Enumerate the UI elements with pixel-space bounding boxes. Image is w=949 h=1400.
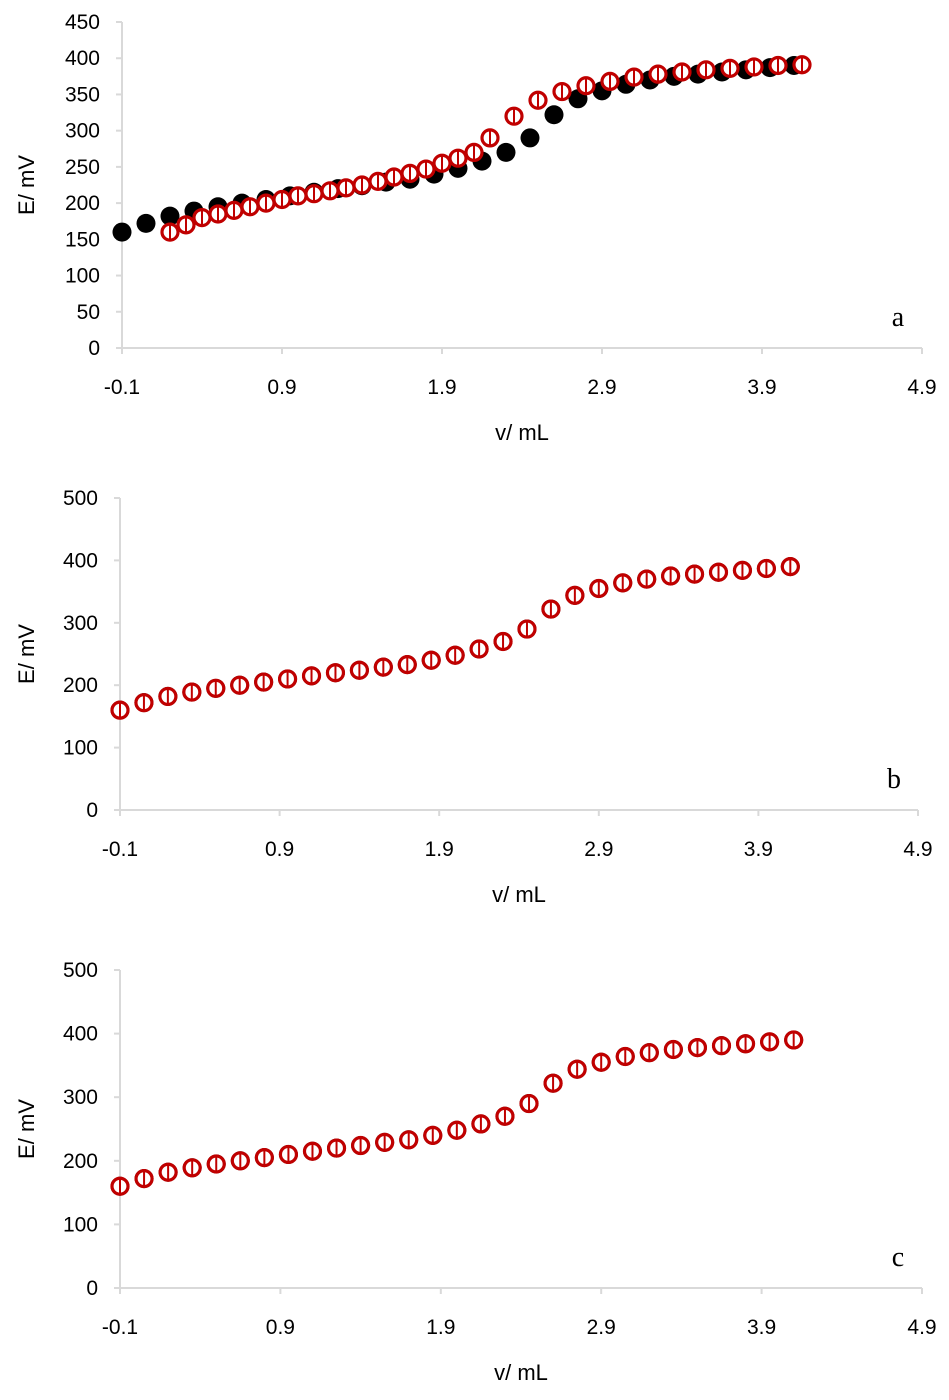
chart-panel-c: 0 100 200 300 400 500 -0.1 0.9 1.9 2.9 3.9 4.9 v/ mL… bbox=[14, 959, 937, 1385]
data-point bbox=[136, 213, 156, 233]
y-tick-label: 250 bbox=[65, 156, 100, 179]
panel-label: c bbox=[892, 1242, 904, 1273]
series-red-open bbox=[110, 557, 800, 720]
x-tick-label: 3.9 bbox=[744, 838, 773, 861]
y-tick-label: 150 bbox=[65, 228, 100, 251]
y-tick-label: 400 bbox=[65, 47, 100, 70]
x-tick-label: 4.9 bbox=[903, 838, 932, 861]
y-tick-label: 400 bbox=[63, 1023, 98, 1046]
series-red-open bbox=[160, 55, 812, 242]
y-tick-label: 300 bbox=[65, 120, 100, 143]
y-axis-title: E/ mV bbox=[14, 1099, 39, 1159]
y-tick-label: 500 bbox=[63, 487, 98, 510]
panel-label: b bbox=[887, 764, 901, 795]
x-tick-label: 2.9 bbox=[587, 376, 616, 399]
x-tick-label: 2.9 bbox=[587, 1316, 616, 1339]
x-tick-label: 1.9 bbox=[427, 376, 456, 399]
x-tick-label: 3.9 bbox=[747, 1316, 776, 1339]
series-red-open bbox=[110, 1030, 804, 1196]
y-tick-label: 300 bbox=[63, 612, 98, 635]
x-tick-label: 1.9 bbox=[426, 1316, 455, 1339]
y-tick-label: 0 bbox=[86, 799, 98, 822]
y-axis-title: E/ mV bbox=[14, 624, 39, 684]
x-tick-label: -0.1 bbox=[104, 376, 140, 399]
data-point bbox=[544, 105, 564, 125]
y-tick-label: 100 bbox=[65, 265, 100, 288]
x-axis-title: v/ mL bbox=[492, 882, 546, 907]
panel-label: a bbox=[892, 302, 905, 333]
x-tick-label: -0.1 bbox=[102, 1316, 138, 1339]
y-tick-label: 200 bbox=[65, 192, 100, 215]
x-tick-label: 3.9 bbox=[747, 376, 776, 399]
x-tick-label: 2.9 bbox=[584, 838, 613, 861]
data-point bbox=[520, 128, 540, 148]
chart-panel-a: 0 50 100 150 200 250 300 350 400 450 -0.1 0.9 1.9 2.9… bbox=[14, 11, 937, 445]
x-tick-label: 4.9 bbox=[907, 1316, 936, 1339]
x-tick-label: 4.9 bbox=[907, 376, 936, 399]
x-tick-label: 0.9 bbox=[267, 376, 296, 399]
x-tick-label: 1.9 bbox=[425, 838, 454, 861]
y-tick-label: 200 bbox=[63, 1150, 98, 1173]
x-tick-label: -0.1 bbox=[102, 838, 138, 861]
y-tick-label: 300 bbox=[63, 1086, 98, 1109]
x-axis-title: v/ mL bbox=[495, 420, 549, 445]
data-point bbox=[112, 222, 132, 242]
y-axis-title: E/ mV bbox=[14, 155, 39, 215]
y-tick-label: 100 bbox=[63, 737, 98, 760]
y-tick-label: 0 bbox=[88, 337, 100, 360]
y-tick-label: 350 bbox=[65, 83, 100, 106]
y-tick-label: 400 bbox=[63, 549, 98, 572]
data-point bbox=[160, 206, 180, 226]
y-tick-label: 50 bbox=[77, 301, 100, 324]
y-tick-label: 500 bbox=[63, 959, 98, 982]
y-tick-label: 100 bbox=[63, 1213, 98, 1236]
y-tick-label: 450 bbox=[65, 11, 100, 34]
x-tick-label: 0.9 bbox=[266, 1316, 295, 1339]
x-tick-label: 0.9 bbox=[265, 838, 294, 861]
chart-panel-b: 0 100 200 300 400 500 -0.1 0.9 1.9 2.9 3.9 4.9 v/ mL… bbox=[14, 487, 933, 907]
y-tick-label: 200 bbox=[63, 674, 98, 697]
y-tick-label: 0 bbox=[86, 1277, 98, 1300]
x-axis-title: v/ mL bbox=[494, 1360, 548, 1385]
data-point bbox=[496, 142, 516, 162]
